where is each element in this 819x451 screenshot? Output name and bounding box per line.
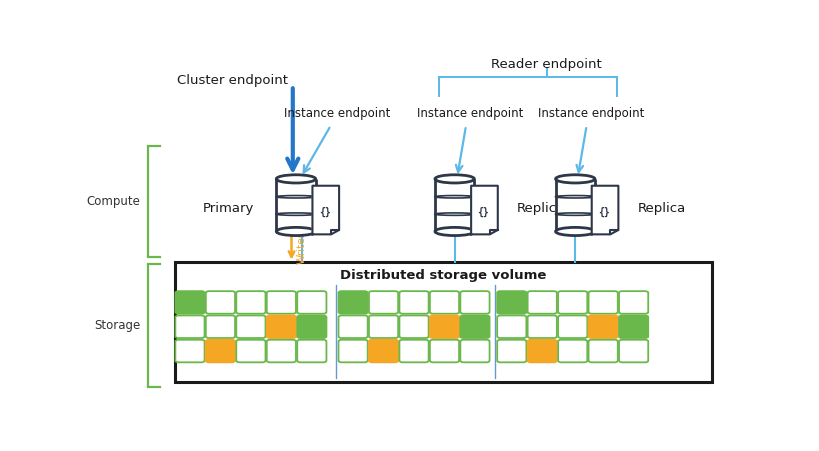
FancyBboxPatch shape — [558, 340, 587, 362]
FancyBboxPatch shape — [338, 291, 368, 314]
FancyBboxPatch shape — [497, 315, 527, 338]
FancyBboxPatch shape — [369, 340, 398, 362]
Text: {}: {} — [598, 207, 609, 216]
FancyBboxPatch shape — [400, 315, 428, 338]
Polygon shape — [555, 179, 595, 231]
FancyBboxPatch shape — [369, 291, 398, 314]
FancyBboxPatch shape — [267, 291, 296, 314]
FancyBboxPatch shape — [460, 291, 490, 314]
FancyBboxPatch shape — [558, 291, 587, 314]
FancyBboxPatch shape — [460, 315, 490, 338]
FancyBboxPatch shape — [497, 291, 527, 314]
FancyBboxPatch shape — [267, 315, 296, 338]
Text: Replica: Replica — [517, 202, 565, 215]
Text: Reader endpoint: Reader endpoint — [491, 59, 602, 71]
FancyBboxPatch shape — [206, 340, 235, 362]
FancyBboxPatch shape — [237, 315, 265, 338]
Text: Instance endpoint: Instance endpoint — [418, 107, 523, 120]
Text: Instance endpoint: Instance endpoint — [538, 107, 645, 120]
FancyBboxPatch shape — [430, 315, 459, 338]
FancyBboxPatch shape — [175, 291, 205, 314]
FancyBboxPatch shape — [589, 340, 618, 362]
FancyBboxPatch shape — [558, 315, 587, 338]
FancyBboxPatch shape — [430, 340, 459, 362]
FancyBboxPatch shape — [497, 340, 527, 362]
FancyBboxPatch shape — [527, 340, 557, 362]
FancyBboxPatch shape — [206, 315, 235, 338]
FancyBboxPatch shape — [175, 315, 205, 338]
Polygon shape — [435, 179, 474, 231]
FancyBboxPatch shape — [430, 291, 459, 314]
FancyBboxPatch shape — [619, 340, 649, 362]
FancyBboxPatch shape — [267, 340, 296, 362]
FancyBboxPatch shape — [206, 291, 235, 314]
Polygon shape — [276, 179, 315, 231]
Text: {}: {} — [319, 207, 330, 216]
FancyBboxPatch shape — [338, 340, 368, 362]
Text: {}: {} — [477, 207, 489, 216]
FancyBboxPatch shape — [237, 340, 265, 362]
Text: Instance endpoint: Instance endpoint — [284, 107, 391, 120]
FancyBboxPatch shape — [297, 291, 327, 314]
FancyBboxPatch shape — [175, 262, 712, 382]
Text: Compute: Compute — [87, 195, 141, 208]
Polygon shape — [312, 186, 339, 235]
FancyBboxPatch shape — [589, 291, 618, 314]
Ellipse shape — [555, 175, 595, 183]
FancyBboxPatch shape — [237, 291, 265, 314]
Text: Writes: Writes — [296, 230, 306, 263]
FancyBboxPatch shape — [460, 340, 490, 362]
Ellipse shape — [555, 227, 595, 235]
FancyBboxPatch shape — [589, 315, 618, 338]
Ellipse shape — [276, 227, 315, 235]
Ellipse shape — [435, 227, 474, 235]
Polygon shape — [471, 186, 498, 235]
Text: Primary: Primary — [203, 202, 255, 215]
FancyBboxPatch shape — [175, 340, 205, 362]
FancyBboxPatch shape — [619, 291, 649, 314]
FancyBboxPatch shape — [369, 315, 398, 338]
Text: Cluster endpoint: Cluster endpoint — [177, 74, 288, 87]
Polygon shape — [591, 186, 618, 235]
Ellipse shape — [276, 175, 315, 183]
FancyBboxPatch shape — [400, 291, 428, 314]
FancyBboxPatch shape — [527, 291, 557, 314]
FancyBboxPatch shape — [619, 315, 649, 338]
Text: Replica: Replica — [637, 202, 686, 215]
Ellipse shape — [435, 175, 474, 183]
FancyBboxPatch shape — [338, 315, 368, 338]
FancyBboxPatch shape — [527, 315, 557, 338]
Text: Distributed storage volume: Distributed storage volume — [341, 269, 547, 282]
FancyBboxPatch shape — [297, 340, 327, 362]
Text: Storage: Storage — [94, 319, 141, 332]
FancyBboxPatch shape — [297, 315, 327, 338]
FancyBboxPatch shape — [400, 340, 428, 362]
